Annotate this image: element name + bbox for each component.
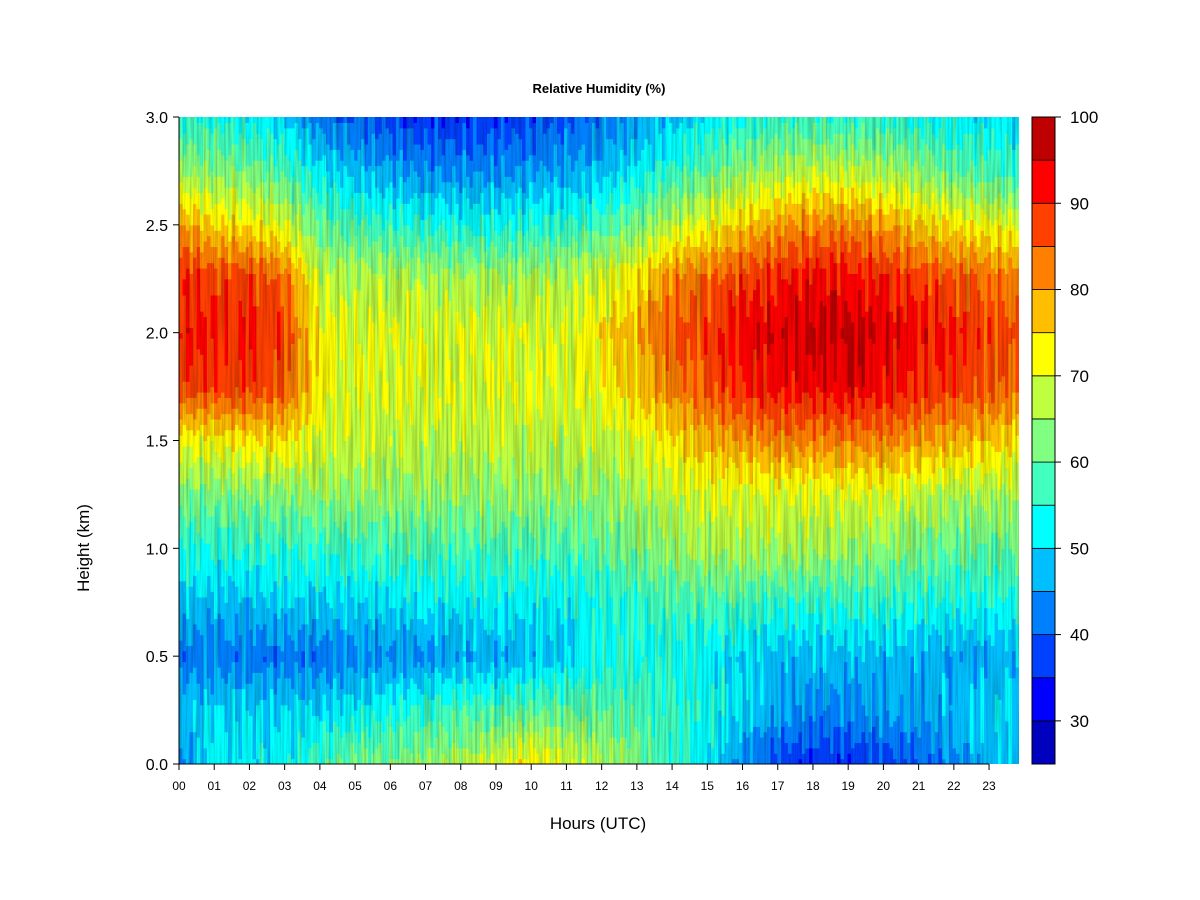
- chart-title: Relative Humidity (%): [533, 81, 666, 96]
